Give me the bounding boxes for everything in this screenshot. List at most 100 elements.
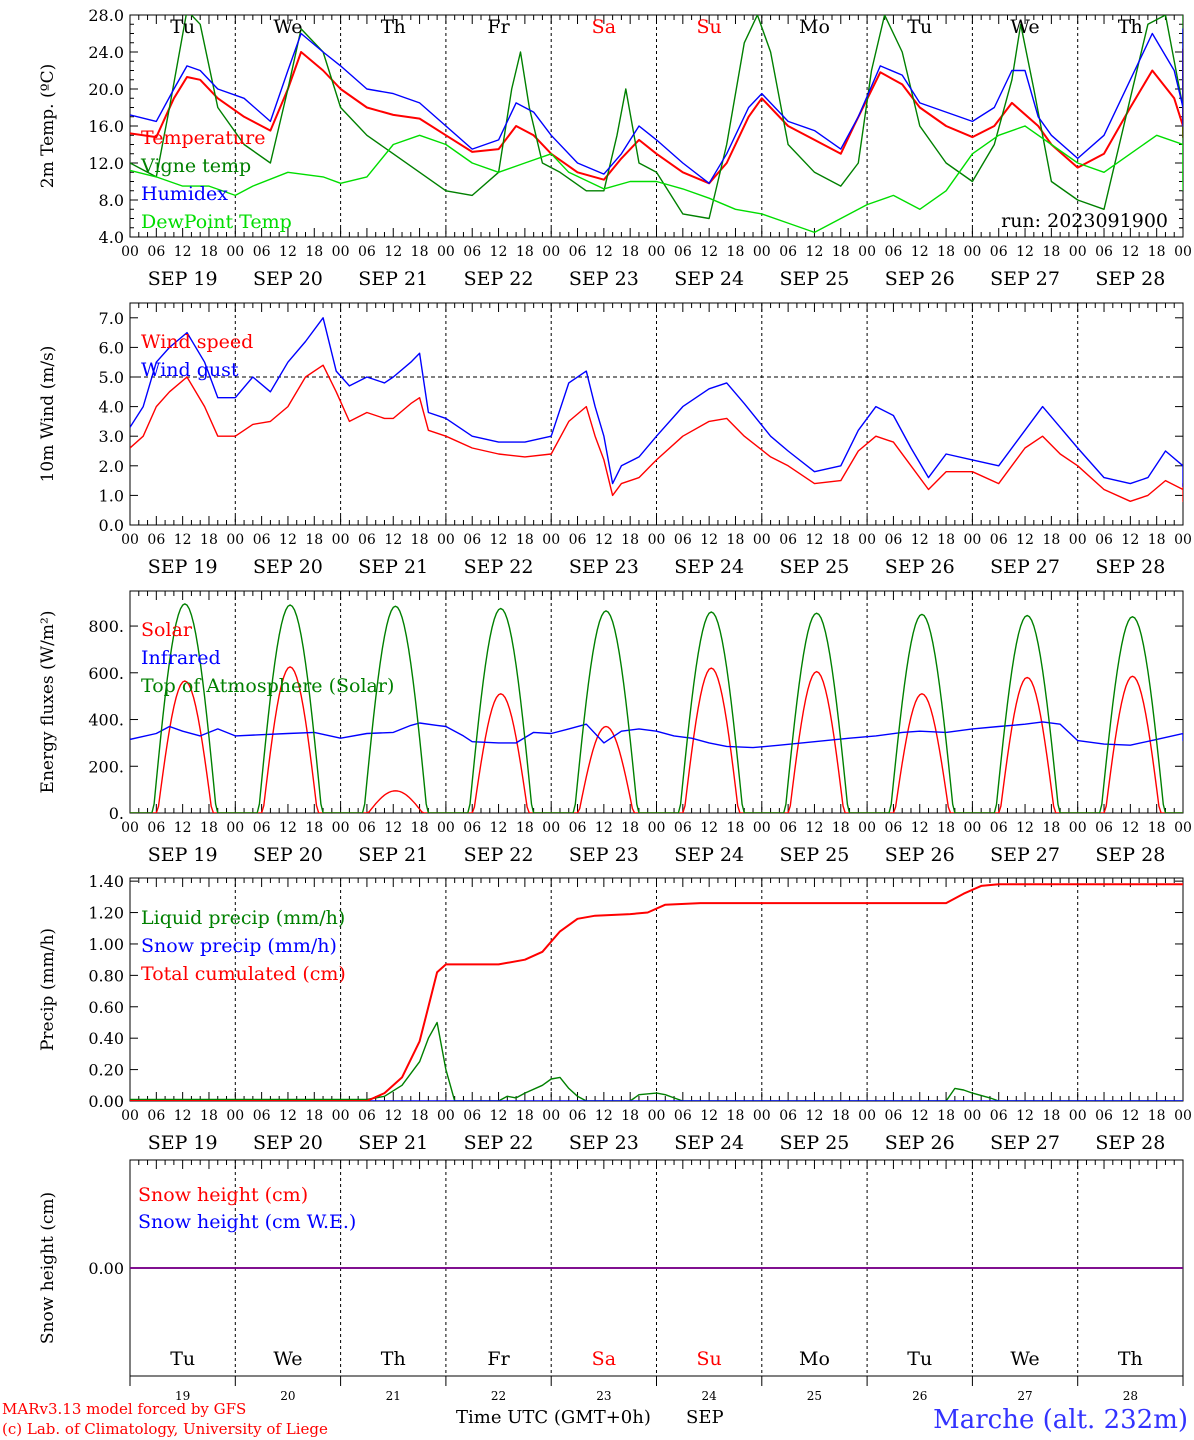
x-hour-label: 12 [1016,1108,1034,1124]
x-date-label: SEP 24 [674,556,744,578]
weekday-label: Tu [170,1348,195,1370]
x-hour-label: 12 [911,1108,929,1124]
y-axis-label: Snow height (cm) [38,1192,58,1344]
x-hour-label: 18 [516,532,534,548]
x-date-label: SEP 20 [253,844,323,866]
x-hour-label: 12 [384,244,402,260]
x-date-label: SEP 21 [358,844,428,866]
weekday-label: Fr [487,1348,510,1370]
x-hour-label: 18 [411,1108,429,1124]
x-date-label: SEP 21 [358,556,428,578]
y-tick-label: 0.80 [88,966,124,985]
x-hour-label: 00 [542,244,560,260]
x-hour-label: 18 [832,244,850,260]
footer: MARv3.13 model forced by GFS (c) Lab. of… [2,1400,1188,1438]
y-tick-label: 1.00 [88,935,124,954]
x-hour-label: 06 [779,244,797,260]
y-tick-label: 20.0 [88,80,124,99]
y-tick-label: 0.60 [88,998,124,1017]
y-tick-label: 0.00 [88,1092,124,1111]
x-hour-label: 06 [1095,532,1113,548]
x-hour-label: 00 [963,1108,981,1124]
legend-entry: DewPoint Temp [141,211,292,233]
day-number-label: 19 [175,1389,190,1403]
x-hour-label: 00 [121,820,139,836]
x-hour-label: 18 [727,532,745,548]
x-hour-label: 12 [279,820,297,836]
y-axis-label: Energy fluxes (W/m²) [38,611,58,794]
x-hour-label: 06 [990,1108,1008,1124]
x-hour-label: 00 [648,244,666,260]
x-hour-label: 18 [305,532,323,548]
x-date-label: SEP 25 [780,1132,850,1154]
y-tick-label: 8.0 [99,191,124,210]
x-hour-label: 18 [411,244,429,260]
day-number-label: 26 [912,1389,927,1403]
x-hour-label: 18 [832,1108,850,1124]
x-hour-label: 00 [1069,820,1087,836]
x-hour-label: 06 [1095,244,1113,260]
day-number-label: 21 [386,1389,401,1403]
station-label: Marche (alt. 232m) [933,1405,1188,1435]
x-hour-label: 18 [937,532,955,548]
y-tick-label: 28.0 [88,6,124,25]
series-line-liquid-precip-mm-h- [130,1021,1183,1101]
x-hour-label: 00 [858,1108,876,1124]
series-line-wind-speed [130,364,1183,502]
x-hour-label: 18 [200,820,218,836]
x-hour-label: 06 [885,820,903,836]
x-hour-label: 18 [1042,820,1060,836]
x-hour-label: 18 [200,532,218,548]
x-hour-label: 00 [1174,820,1192,836]
x-date-label: SEP 21 [358,268,428,290]
x-date-label: SEP 20 [253,268,323,290]
x-hour-label: 06 [1095,1108,1113,1124]
x-hour-label: 12 [490,244,508,260]
x-hour-label: 12 [700,532,718,548]
x-hour-label: 12 [911,532,929,548]
x-date-label: SEP 23 [569,844,639,866]
x-hour-label: 06 [463,244,481,260]
x-date-label: SEP 20 [253,556,323,578]
x-hour-label: 06 [569,244,587,260]
x-hour-label: 18 [1042,1108,1060,1124]
x-hour-label: 18 [516,1108,534,1124]
x-hour-label: 12 [595,244,613,260]
x-date-label: SEP 24 [674,268,744,290]
x-hour-label: 18 [305,820,323,836]
y-tick-label: 2.0 [99,457,124,476]
x-hour-label: 18 [621,244,639,260]
x-hour-label: 18 [516,820,534,836]
x-hour-label: 06 [569,1108,587,1124]
x-date-label: SEP 23 [569,1132,639,1154]
x-hour-label: 06 [147,244,165,260]
x-hour-label: 06 [253,532,271,548]
x-date-label: SEP 20 [253,1132,323,1154]
x-hour-label: 12 [174,820,192,836]
x-hour-label: 12 [911,820,929,836]
x-hour-label: 18 [516,244,534,260]
y-tick-label: 1.40 [88,872,124,891]
x-hour-label: 00 [858,532,876,548]
x-hour-label: 06 [463,532,481,548]
panel-1: 28.0 24.0 20.0 16.0 12.0 8.0 4.0 2m Temp. (ºC) T… [38,6,1192,290]
x-date-label: SEP 27 [990,844,1060,866]
x-date-label: SEP 28 [1095,1132,1165,1154]
y-tick-label: 5.0 [99,368,124,387]
x-hour-label: 18 [305,1108,323,1124]
time-axis-label: Time UTC (GMT+0h) [456,1407,651,1428]
x-hour-label: 00 [1174,532,1192,548]
x-date-label: SEP 19 [148,556,218,578]
x-hour-label: 00 [753,820,771,836]
y-tick-label: 600. [88,664,124,683]
x-hour-label: 12 [1121,244,1139,260]
x-hour-label: 18 [621,820,639,836]
x-hour-label: 18 [727,1108,745,1124]
x-hour-label: 06 [1095,820,1113,836]
x-hour-label: 00 [332,820,350,836]
x-date-label: SEP 26 [885,556,955,578]
weekday-label: Th [381,16,406,38]
x-date-label: SEP 21 [358,1132,428,1154]
x-date-label: SEP 22 [464,844,534,866]
day-number-label: 27 [1017,1389,1032,1403]
